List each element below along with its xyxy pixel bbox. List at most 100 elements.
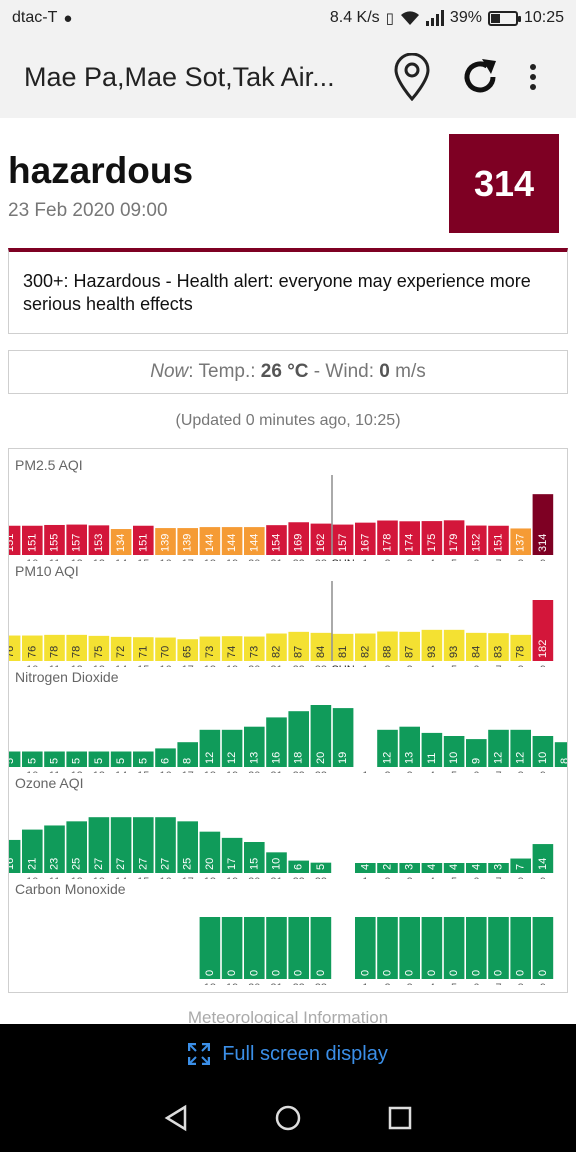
bar [377, 729, 398, 767]
x-tick-label: 19 [226, 982, 238, 985]
bar-value-label: 162 [315, 534, 327, 552]
bar [9, 839, 21, 873]
network-speed: 8.4 K/s [329, 9, 380, 26]
bar-value-label: 15 [248, 858, 260, 870]
bar-value-label: 12 [382, 752, 394, 764]
x-tick-label: 7 [495, 770, 501, 773]
bar-value-label: 151 [493, 534, 505, 552]
x-tick-label: 22 [293, 664, 305, 667]
bar [532, 494, 554, 555]
bar-value-label: 78 [515, 646, 527, 658]
bar [355, 917, 376, 979]
refresh-icon[interactable] [460, 57, 500, 97]
x-tick-label: 14 [115, 770, 127, 773]
location-pin-icon[interactable] [392, 53, 432, 101]
chart-plot: 5510511512513514515616817121812191320162… [9, 705, 567, 773]
updated-text: (Updated 0 minutes ago, 10:25) [175, 412, 401, 429]
bar-value-label: 139 [160, 534, 172, 552]
bar-value-label: 5 [26, 758, 38, 764]
x-tick-label: 3 [407, 982, 413, 985]
x-tick-label: 23 [315, 876, 327, 879]
x-tick-label: 23 [315, 982, 327, 985]
bar [510, 917, 531, 979]
pollutant-charts: PM2.5 AQI1511511015511157121531313414151… [8, 448, 568, 993]
x-tick-label: 22 [293, 876, 305, 879]
bar [399, 726, 420, 767]
bar-value-label: 153 [93, 534, 105, 552]
more-vert-icon[interactable] [528, 63, 538, 91]
bar-value-label: 12 [493, 752, 505, 764]
x-tick-label: 3 [407, 664, 413, 667]
bar [466, 739, 487, 767]
x-tick-label: 1 [362, 876, 368, 879]
bar-value-label: 6 [160, 758, 172, 764]
fullscreen-bar[interactable]: Full screen display [0, 1024, 576, 1084]
bar-value-label: 84 [470, 646, 482, 658]
bar-value-label: 5 [71, 758, 83, 764]
bar-value-label: 78 [71, 646, 83, 658]
x-tick-label: 20 [248, 558, 260, 561]
x-tick-label: 16 [159, 876, 171, 879]
x-tick-label: 2 [384, 770, 390, 773]
back-icon[interactable] [163, 1104, 189, 1132]
bar-value-label: 174 [404, 534, 416, 552]
temp-label: : Temp.: [188, 361, 261, 382]
vpn-icon: ● [63, 9, 73, 27]
bar-value-label: 76 [26, 646, 38, 658]
bar [488, 863, 509, 873]
x-tick-label: 20 [248, 664, 260, 667]
x-tick-label: 13 [93, 558, 105, 561]
bar [199, 729, 221, 767]
meteorological-info-heading[interactable]: Meteorological Information [187, 1008, 389, 1024]
x-tick-label: 7 [495, 558, 501, 561]
bar-value-label: 71 [137, 646, 149, 658]
x-tick-label: 21 [270, 876, 282, 879]
chart-pm10-aqi: PM10 AQI76761078117812751372147115701665… [9, 563, 567, 667]
bar-value-label: 83 [493, 646, 505, 658]
now-label: Now [150, 361, 189, 382]
x-tick-label: 17 [182, 558, 194, 561]
bar-value-label: 93 [448, 646, 460, 658]
health-alert-box: 300+: Hazardous - Health alert: everyone… [8, 248, 568, 334]
x-tick-label: 20 [248, 982, 260, 985]
bar [44, 524, 65, 555]
bar-value-label: 13 [248, 752, 260, 764]
x-tick-label: 9 [540, 664, 546, 667]
x-tick-label: 11 [49, 558, 60, 561]
bar [310, 705, 332, 767]
bar [44, 634, 65, 661]
wind-unit: m/s [389, 361, 426, 382]
bar [9, 635, 21, 661]
bar [310, 632, 332, 661]
bar [421, 732, 443, 767]
bar [244, 636, 265, 661]
bar-value-label: 12 [204, 752, 216, 764]
x-tick-label: 7 [495, 664, 501, 667]
home-icon[interactable] [274, 1104, 302, 1132]
bar-value-label: 154 [271, 534, 283, 552]
chart-title: Ozone AQI [15, 775, 84, 791]
bar-value-label: 87 [293, 646, 305, 658]
bar [155, 817, 176, 873]
fullscreen-button[interactable]: Full screen display [222, 1042, 388, 1065]
x-tick-label: 9 [540, 558, 546, 561]
bar-value-label: 9 [470, 758, 482, 764]
bar [332, 524, 354, 555]
x-tick-label: 8 [518, 770, 524, 773]
bar [221, 729, 243, 767]
x-tick-label: 22 [293, 982, 305, 985]
bar-value-label: 16 [9, 858, 16, 870]
x-tick-label: 23 [315, 558, 327, 561]
x-tick-label: 4 [429, 876, 435, 879]
bar [377, 520, 398, 555]
bar [399, 917, 420, 979]
main-content[interactable]: hazardous 23 Feb 2020 09:00 314 300+: Ha… [0, 118, 576, 1024]
recents-icon[interactable] [387, 1105, 413, 1131]
x-tick-label: 2 [384, 664, 390, 667]
x-tick-label: 1 [362, 664, 368, 667]
bar [399, 521, 420, 555]
bar [332, 708, 354, 767]
bar-value-label: 4 [359, 864, 371, 870]
bar-value-label: 12 [515, 752, 527, 764]
bar-value-label: 155 [49, 534, 61, 552]
